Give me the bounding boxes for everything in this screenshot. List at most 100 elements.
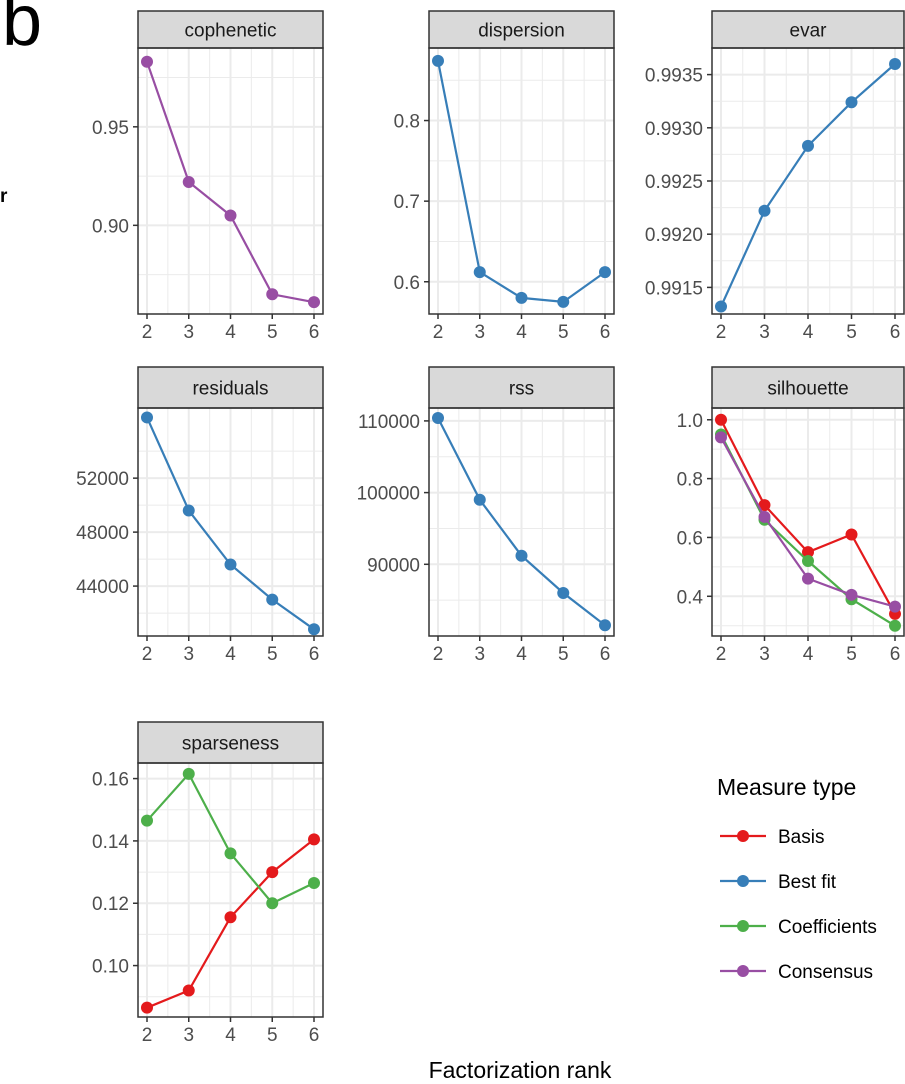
data-point xyxy=(432,412,444,425)
data-point xyxy=(266,593,279,606)
series-consensus xyxy=(715,431,901,613)
x-tick-label: 6 xyxy=(309,644,320,665)
y-tick-label: 0.4 xyxy=(677,587,704,608)
y-tick-label: 52000 xyxy=(76,469,129,490)
data-point xyxy=(141,814,153,827)
x-tick-label: 6 xyxy=(309,1025,320,1046)
data-point xyxy=(224,847,237,860)
data-point xyxy=(141,1001,153,1014)
x-tick-label: 3 xyxy=(759,644,770,665)
y-tick-label: 110000 xyxy=(358,412,420,433)
x-tick-label: 2 xyxy=(716,644,727,665)
data-point xyxy=(758,499,771,512)
facet-rss: rss 2 3 4 5 6 110000 100000 90000 xyxy=(357,366,615,665)
x-tick-label: 3 xyxy=(183,644,194,665)
x-tick-label: 4 xyxy=(225,322,236,343)
x-tick-label: 5 xyxy=(267,644,278,665)
data-point xyxy=(308,623,320,636)
data-point xyxy=(715,413,727,426)
x-tick-label: 3 xyxy=(183,1025,194,1046)
x-tick-label: 2 xyxy=(716,322,727,343)
x-tick-label: 3 xyxy=(474,322,485,343)
series-best-fit xyxy=(715,57,901,313)
series-consensus xyxy=(141,55,320,309)
data-point xyxy=(715,300,727,313)
data-point xyxy=(802,139,814,152)
x-tick-label: 5 xyxy=(558,644,569,665)
data-point xyxy=(599,619,611,632)
y-tick-label: 0.9935 xyxy=(645,66,703,87)
facet-strip-label: rss xyxy=(509,379,534,400)
data-point xyxy=(715,431,727,444)
facet-evar: evar 2 3 4 5 6 0.9935 0.9930 0.9925 0.9920 0.9915 xyxy=(645,10,905,343)
x-tick-label: 3 xyxy=(183,322,194,343)
data-point xyxy=(473,493,486,506)
facet-strip-label: cophenetic xyxy=(185,21,277,42)
series-best-fit xyxy=(432,54,611,308)
data-point xyxy=(308,876,320,889)
data-point xyxy=(845,96,858,109)
x-tick-label: 6 xyxy=(600,644,611,665)
data-point xyxy=(802,546,814,559)
legend-item: Basis xyxy=(720,827,824,848)
stray-text: r xyxy=(0,186,8,207)
data-point xyxy=(889,600,901,613)
y-tick-label: 0.9930 xyxy=(645,119,703,140)
panel-letter: b xyxy=(2,0,42,61)
facet-strip-label: sparseness xyxy=(182,734,279,755)
legend-label: Basis xyxy=(778,827,824,848)
data-point xyxy=(182,175,195,188)
x-tick-label: 6 xyxy=(890,322,901,343)
facet-strip-label: evar xyxy=(790,21,828,42)
facet-dispersion: dispersion 2 3 4 5 6 0.8 0.7 0.6 xyxy=(394,10,615,343)
x-tick-label: 5 xyxy=(267,322,278,343)
x-tick-label: 4 xyxy=(225,1025,236,1046)
x-tick-label: 2 xyxy=(433,644,444,665)
y-tick-label: 44000 xyxy=(76,577,129,598)
data-point xyxy=(557,295,570,308)
facet-strip-label: residuals xyxy=(192,379,268,400)
data-point xyxy=(182,984,195,997)
facet-strip xyxy=(137,10,324,49)
y-tick-label: 0.9915 xyxy=(645,278,703,299)
y-tick-label: 0.6 xyxy=(394,273,420,294)
y-tick-label: 0.9925 xyxy=(645,172,703,193)
legend-item: Coefficients xyxy=(720,917,877,938)
y-tick-label: 0.16 xyxy=(92,770,129,791)
legend-key-point xyxy=(737,920,749,932)
x-tick-label: 5 xyxy=(846,644,857,665)
x-tick-label: 6 xyxy=(890,644,901,665)
data-point xyxy=(141,55,153,68)
data-point xyxy=(889,619,901,632)
x-tick-label: 3 xyxy=(759,322,770,343)
data-point xyxy=(308,833,320,846)
data-point xyxy=(266,897,279,910)
x-tick-label: 5 xyxy=(846,322,857,343)
data-point xyxy=(182,504,195,517)
x-tick-label: 4 xyxy=(803,644,814,665)
y-tick-label: 0.9920 xyxy=(645,225,703,246)
y-tick-label: 90000 xyxy=(367,555,420,576)
legend-item: Best fit xyxy=(720,872,837,893)
y-tick-label: 100000 xyxy=(357,484,420,505)
x-tick-label: 6 xyxy=(309,322,320,343)
y-tick-label: 0.6 xyxy=(677,528,703,549)
x-tick-label: 5 xyxy=(267,1025,278,1046)
data-point xyxy=(889,57,901,70)
x-tick-label: 5 xyxy=(558,322,569,343)
x-tick-label: 2 xyxy=(142,322,153,343)
y-tick-label: 1.0 xyxy=(677,411,703,432)
x-tick-label: 3 xyxy=(474,644,485,665)
y-tick-label: 0.7 xyxy=(394,192,420,213)
series-best-fit xyxy=(141,411,320,636)
x-tick-label: 4 xyxy=(516,322,527,343)
facet-strip-label: silhouette xyxy=(767,379,848,400)
data-point xyxy=(266,866,279,879)
facet-panels: cophenetic 2 3 4 5 6 0.95 0.90 dispersion 2 3 4 5 6 0.… xyxy=(76,10,905,1046)
data-point xyxy=(845,588,858,601)
y-tick-label: 48000 xyxy=(76,523,129,544)
facet-strip xyxy=(711,10,905,49)
y-tick-label: 0.10 xyxy=(92,957,129,978)
legend-key-point xyxy=(737,830,749,842)
legend-title: Measure type xyxy=(717,774,856,800)
